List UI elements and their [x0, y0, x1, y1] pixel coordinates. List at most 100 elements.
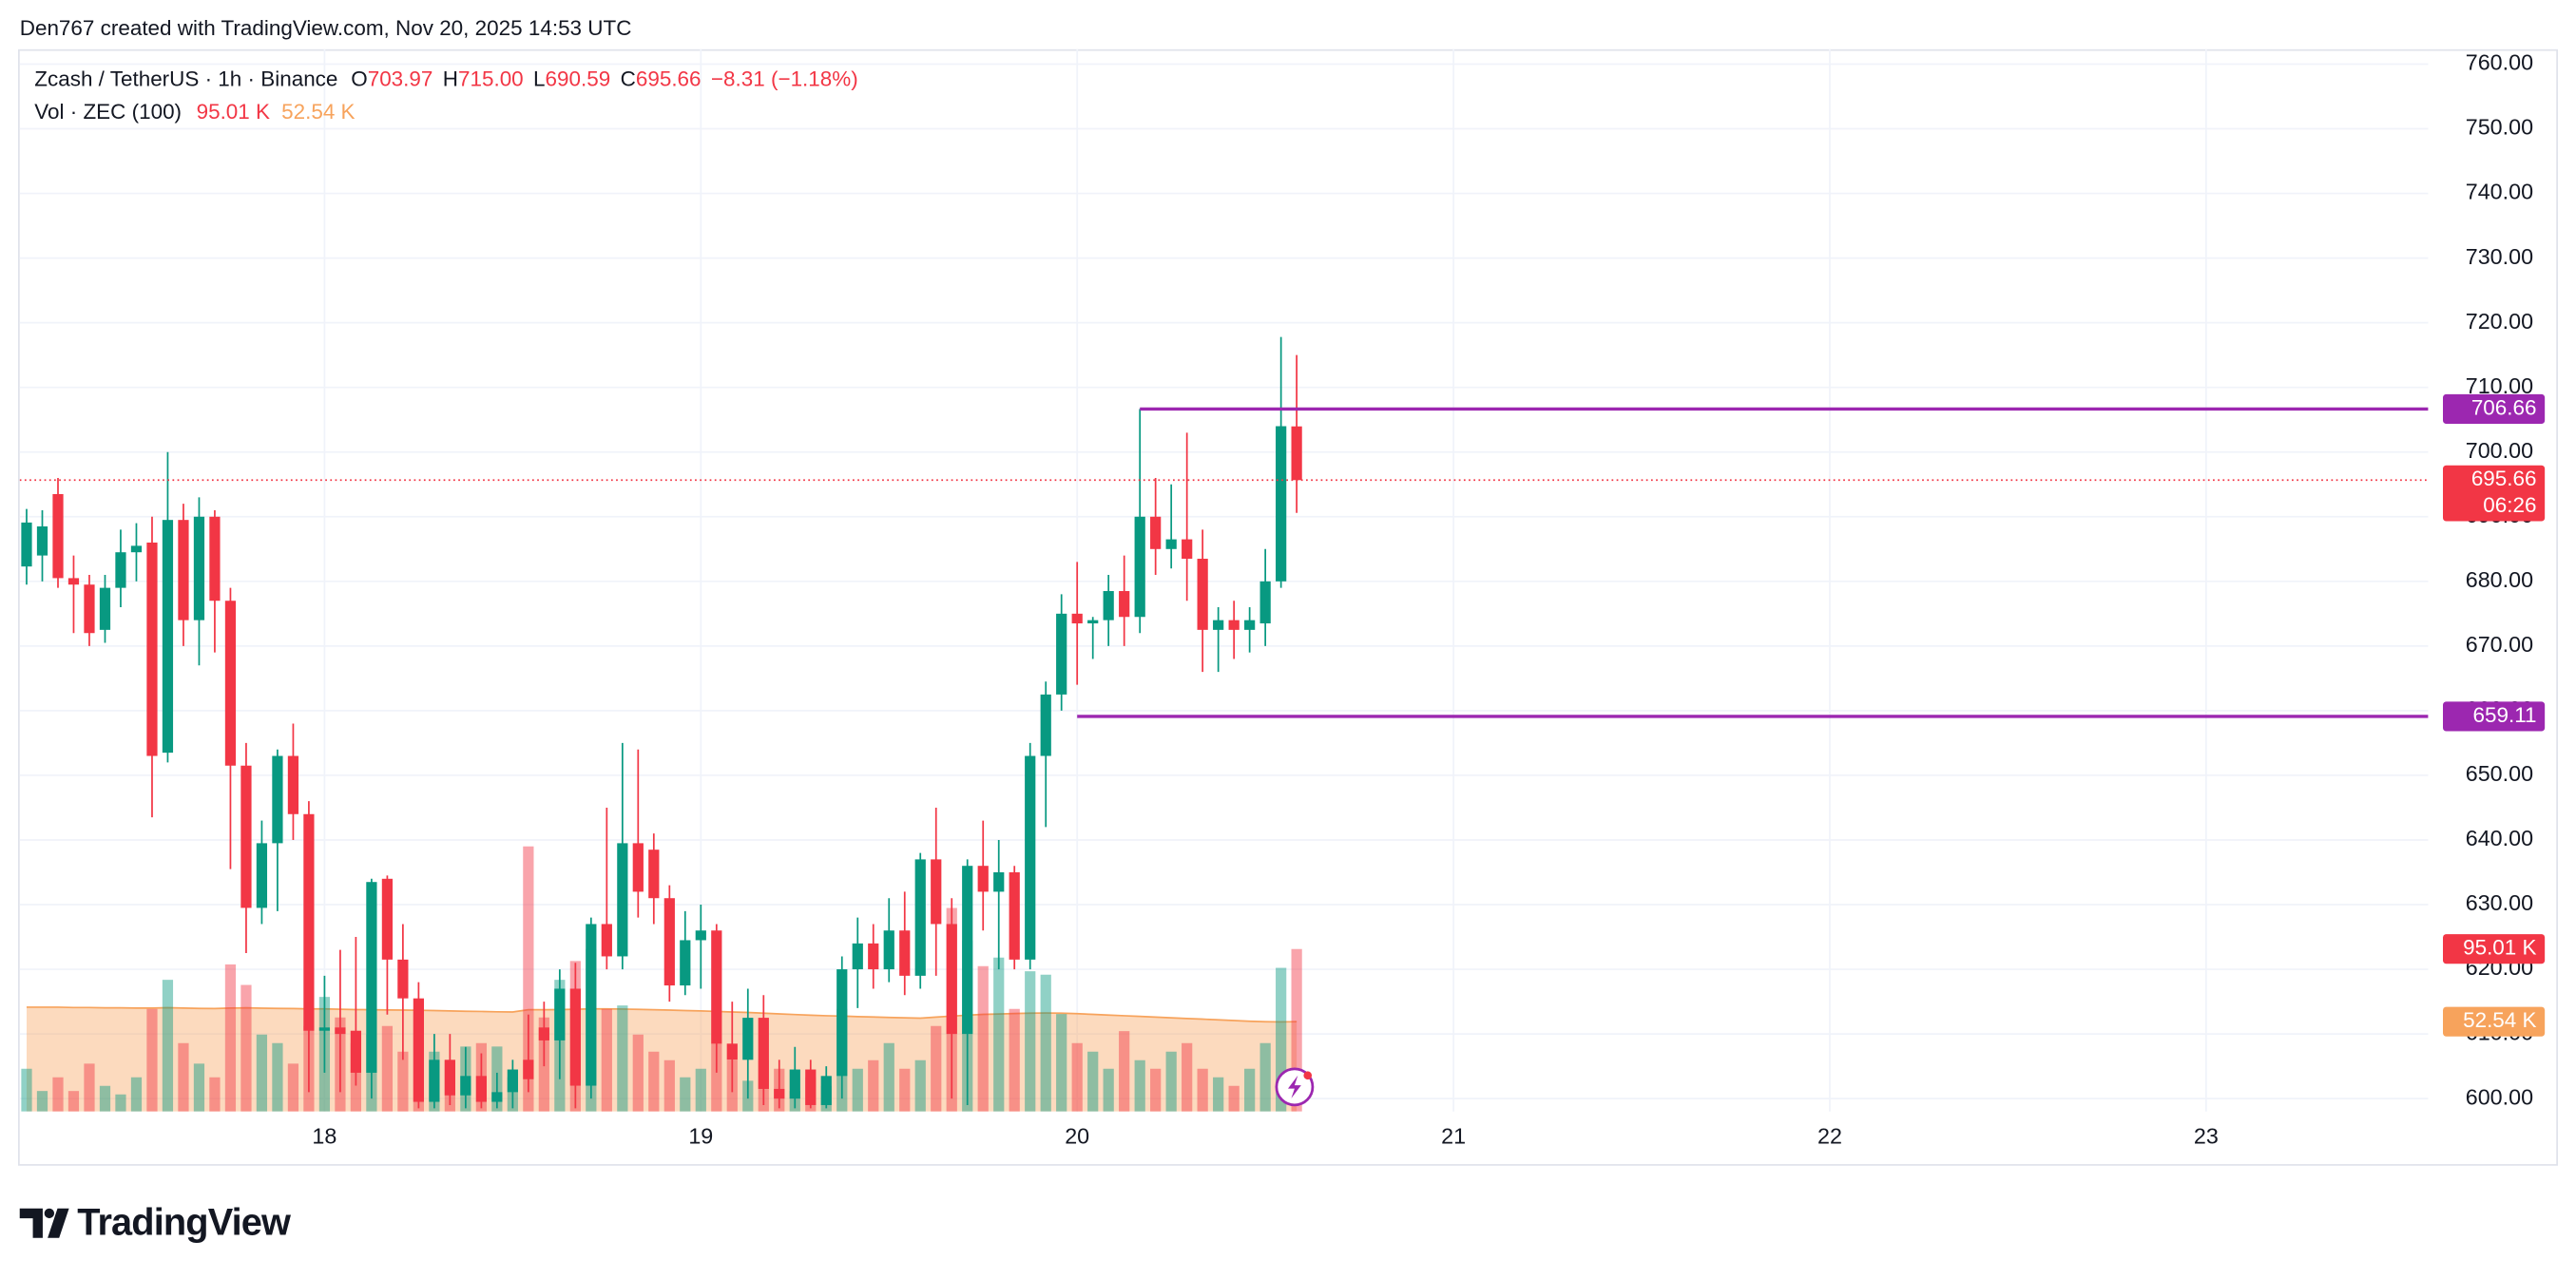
vol-title: Vol · ZEC (100): [34, 100, 182, 124]
candle-body: [507, 1069, 518, 1093]
candle-body: [805, 1069, 817, 1105]
candle-body: [209, 516, 221, 601]
candle-body: [1134, 516, 1145, 618]
volume-bar: [1119, 1031, 1130, 1112]
candle-body: [1071, 613, 1083, 624]
volume-bar: [601, 1008, 612, 1112]
candle-body: [287, 755, 299, 814]
last-price-badge: 695.66: [2471, 467, 2537, 490]
candle-body: [1103, 591, 1114, 620]
candle-body: [868, 943, 879, 970]
candle-body: [1213, 620, 1224, 630]
candle-body: [130, 545, 143, 553]
y-tick-label: 720.00: [2466, 309, 2533, 334]
candle-body: [381, 878, 394, 960]
candle-body: [695, 930, 706, 941]
vol-value: 95.01 K: [197, 100, 270, 124]
candle-body: [491, 1092, 503, 1102]
candle-body: [67, 578, 80, 585]
volume-bar: [899, 1068, 911, 1112]
volume-bar: [1134, 1059, 1145, 1112]
volume-ma-line: [26, 1006, 1298, 1023]
volume-bar: [99, 1085, 111, 1112]
candle-body: [146, 542, 158, 756]
volume-bar: [680, 1077, 691, 1112]
candle-body: [946, 924, 957, 1035]
volume-bar: [1291, 948, 1302, 1112]
y-tick-label: 650.00: [2466, 761, 2533, 786]
volume-bar: [256, 1034, 268, 1112]
volume-bar: [52, 1077, 64, 1112]
countdown: 06:26: [2483, 493, 2536, 517]
ohlc-value: 715.00: [458, 67, 524, 91]
ohlc-key: O: [351, 67, 367, 91]
ohlc-key: C: [621, 67, 636, 91]
legend-volume: Vol · ZEC (100) 95.01 K 52.54 K: [34, 100, 355, 124]
volume-bar: [1276, 967, 1287, 1112]
volume-bar: [178, 1042, 189, 1112]
volume-bar: [1087, 1051, 1099, 1112]
candle-body: [1025, 755, 1036, 960]
grid: [19, 48, 2429, 1112]
candle-body: [1197, 559, 1208, 630]
candle-body: [758, 1018, 769, 1089]
candle-body: [883, 930, 894, 970]
candle-body: [523, 1059, 534, 1079]
candle-body: [569, 988, 581, 1086]
ohlc-value: 695.66: [636, 67, 702, 91]
volume-bar: [240, 984, 252, 1112]
candle-body: [272, 755, 283, 844]
candle-body: [977, 866, 989, 892]
volume-ma-badge: 52.54 K: [2463, 1008, 2536, 1032]
ohlc-value: 703.97: [368, 67, 433, 91]
volume-bar: [1025, 971, 1036, 1112]
volume-bar: [695, 1068, 706, 1112]
volume-bar: [1213, 1077, 1224, 1112]
candle-body: [1009, 872, 1020, 960]
candle-body: [852, 943, 863, 970]
candle-body: [663, 898, 675, 986]
candle-body: [648, 849, 660, 899]
candle-body: [318, 1027, 331, 1031]
line-price-badge: 706.66: [2471, 395, 2537, 419]
legend-main: Zcash / TetherUS · 1h · Binance O703.97 H7…: [34, 67, 857, 91]
y-tick-label: 750.00: [2466, 115, 2533, 140]
candle-body: [962, 866, 973, 1035]
volume-bar: [287, 1063, 299, 1112]
volume-ma-badge-bg: [2443, 1006, 2546, 1037]
candle-body: [162, 520, 174, 754]
candle-body: [224, 601, 237, 766]
volume-bar: [711, 1042, 722, 1112]
volume-bar: [130, 1077, 143, 1112]
x-tick-label: 23: [2194, 1124, 2219, 1149]
candle-body: [711, 930, 722, 1044]
volume-bar: [1259, 1042, 1271, 1112]
volume-bar: [21, 1068, 32, 1112]
candle-body: [84, 584, 95, 634]
y-tick-label: 760.00: [2466, 50, 2533, 75]
candle-body: [538, 1027, 549, 1040]
volume-bar: [381, 1025, 394, 1112]
candle-body: [1087, 620, 1099, 624]
candle-body: [115, 552, 126, 588]
volume-bar: [1228, 1085, 1240, 1112]
candle-body: [303, 813, 315, 1031]
candle-body: [99, 587, 111, 630]
footer-brand: TradingView: [77, 1201, 291, 1243]
candle-body: [444, 1059, 455, 1096]
line-price-badge: 659.11: [2472, 703, 2536, 727]
x-tick-label: 21: [1441, 1124, 1466, 1149]
candle-body: [914, 859, 926, 976]
replay-icon: [1275, 1067, 1315, 1107]
volume-badge-bg: [2443, 934, 2546, 964]
candle-body: [1182, 539, 1193, 560]
candle-body: [820, 1076, 832, 1105]
y-tick-label: 680.00: [2466, 567, 2533, 592]
candle-body: [397, 959, 409, 999]
volume-bar: [648, 1051, 660, 1112]
candle-body: [178, 520, 189, 620]
candle-body: [1119, 591, 1130, 618]
candle-body: [617, 843, 628, 957]
volume-bar: [1040, 974, 1051, 1112]
